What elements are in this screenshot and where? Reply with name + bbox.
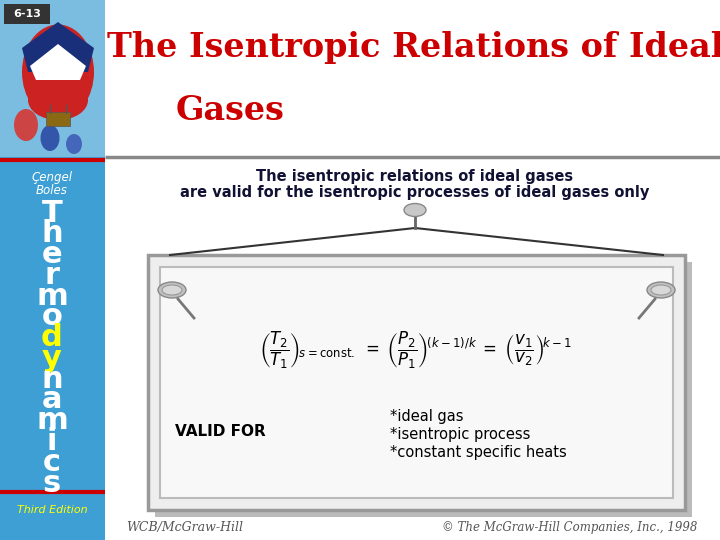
Bar — [160, 267, 673, 498]
Text: 6-13: 6-13 — [13, 9, 41, 19]
Ellipse shape — [404, 204, 426, 217]
Text: Third Edition: Third Edition — [17, 505, 87, 515]
Text: i: i — [47, 427, 58, 456]
Text: $\left(\dfrac{T_2}{T_1}\right)_{\!s=\mathrm{const.}}$$\;=\;\left(\dfrac{P_2}{P_1: $\left(\dfrac{T_2}{T_1}\right)_{\!s=\mat… — [258, 329, 571, 370]
Bar — [148, 255, 685, 510]
Text: The Isentropic Relations of Ideal: The Isentropic Relations of Ideal — [107, 31, 720, 64]
Polygon shape — [22, 22, 94, 72]
Text: c: c — [43, 448, 61, 477]
Text: Boles: Boles — [36, 185, 68, 198]
Text: T: T — [42, 199, 63, 227]
Bar — [4, 4, 50, 24]
Text: Çengel: Çengel — [32, 171, 73, 184]
Text: d: d — [41, 323, 63, 352]
Text: n: n — [41, 364, 63, 394]
Text: r: r — [45, 261, 60, 290]
Polygon shape — [30, 44, 86, 80]
Ellipse shape — [158, 282, 186, 298]
Bar — [0, 0, 105, 157]
Text: are valid for the isentropic processes of ideal gases only: are valid for the isentropic processes o… — [180, 186, 649, 200]
Ellipse shape — [651, 285, 671, 295]
Text: Gases: Gases — [176, 93, 284, 126]
Text: *constant specific heats: *constant specific heats — [390, 444, 567, 460]
Ellipse shape — [40, 125, 60, 151]
Ellipse shape — [66, 134, 82, 154]
Text: o: o — [42, 302, 63, 332]
Bar — [155, 262, 692, 517]
Ellipse shape — [162, 285, 182, 295]
Text: VALID FOR: VALID FOR — [175, 424, 266, 440]
Text: m: m — [36, 281, 68, 310]
Text: s: s — [43, 469, 61, 497]
Text: *isentropic process: *isentropic process — [390, 427, 531, 442]
Ellipse shape — [14, 109, 38, 141]
Text: *ideal gas: *ideal gas — [390, 408, 464, 423]
Ellipse shape — [647, 282, 675, 298]
Text: The isentropic relations of ideal gases: The isentropic relations of ideal gases — [256, 170, 574, 185]
Text: y: y — [42, 344, 62, 373]
Text: © The McGraw-Hill Companies, Inc., 1998: © The McGraw-Hill Companies, Inc., 1998 — [442, 522, 698, 535]
Text: e: e — [42, 240, 63, 269]
Text: m: m — [36, 406, 68, 435]
Text: WCB/McGraw-Hill: WCB/McGraw-Hill — [127, 522, 243, 535]
Ellipse shape — [22, 24, 94, 119]
Text: a: a — [42, 386, 62, 414]
Bar — [46, 112, 70, 126]
Ellipse shape — [28, 80, 88, 120]
Text: h: h — [41, 219, 63, 248]
Bar — [0, 157, 105, 540]
